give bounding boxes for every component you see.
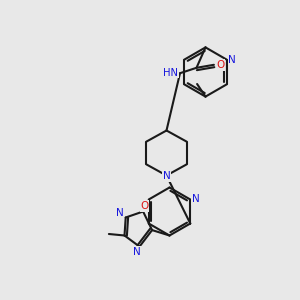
Text: N: N xyxy=(192,194,200,205)
Text: HN: HN xyxy=(164,68,178,78)
Text: N: N xyxy=(116,208,124,218)
Text: N: N xyxy=(163,171,170,181)
Text: N: N xyxy=(228,55,236,65)
Text: O: O xyxy=(216,60,225,70)
Text: O: O xyxy=(140,201,149,211)
Text: N: N xyxy=(133,247,141,257)
